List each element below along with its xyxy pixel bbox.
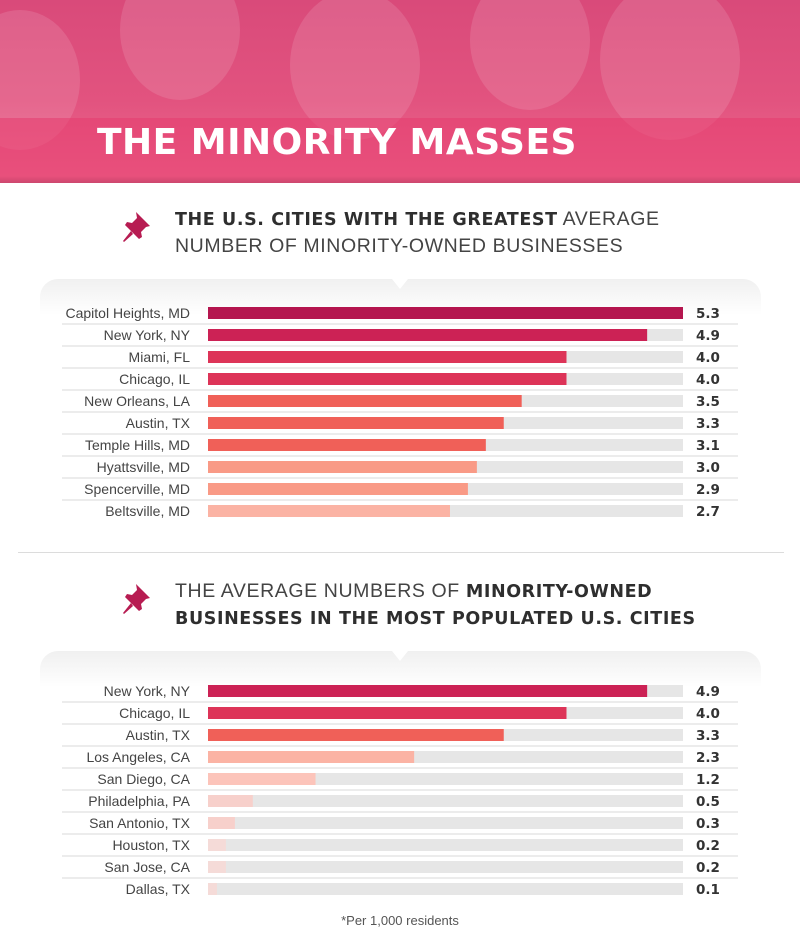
header-shadow [0, 176, 800, 183]
page-title: THE MINORITY MASSES [97, 122, 577, 163]
footnote: *Per 1,000 residents [341, 913, 459, 928]
section2-heading-line2: BUSINESSES IN THE MOST POPULATED U.S. CI… [175, 609, 696, 629]
pushpin-icon [123, 584, 150, 614]
photo-figure [120, 0, 240, 100]
section2-heading-line1: THE AVERAGE NUMBERS OF MINORITY-OWNED [175, 580, 653, 602]
header-banner: THE MINORITY MASSES [0, 0, 800, 183]
photo-figure [600, 0, 740, 140]
section-divider [18, 552, 784, 553]
photo-figure [470, 0, 590, 110]
panel-notch [392, 279, 408, 289]
chart1-panel [40, 279, 761, 541]
title-band [0, 118, 800, 183]
panel-notch [392, 651, 408, 661]
chart2-panel [40, 651, 761, 901]
section1-heading-line2: NUMBER OF MINORITY-OWNED BUSINESSES [175, 235, 624, 257]
pushpin-icon [123, 212, 150, 242]
section1-heading-line1: THE U.S. CITIES WITH THE GREATEST AVERAG… [175, 208, 660, 230]
photo-figure [290, 0, 420, 140]
